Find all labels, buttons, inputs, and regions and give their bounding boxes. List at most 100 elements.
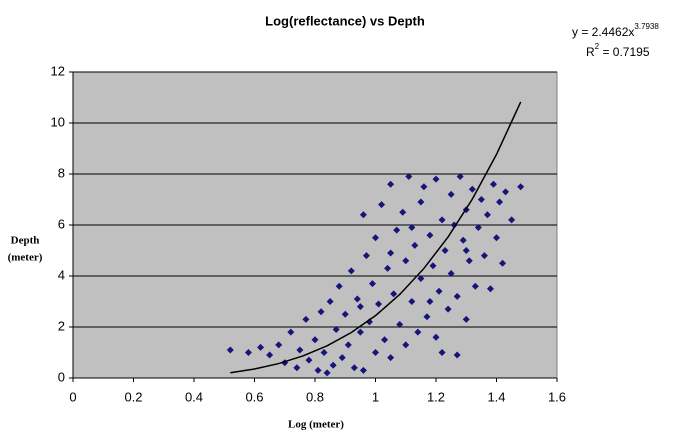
scatter-point xyxy=(359,211,367,219)
y-tick-label: 0 xyxy=(58,369,65,384)
scatter-point xyxy=(344,341,352,349)
scatter-point xyxy=(293,364,301,372)
scatter-point xyxy=(323,369,331,377)
scatter-point xyxy=(471,282,479,290)
scatter-point xyxy=(502,188,510,196)
scatter-point xyxy=(493,234,500,242)
scatter-point xyxy=(399,208,407,216)
scatter-point xyxy=(426,231,434,239)
scatter-point xyxy=(462,315,470,323)
scatter-point xyxy=(453,292,461,300)
equation-exponent: 3.7938 xyxy=(634,22,659,31)
r-squared: R2 = 0.7195 xyxy=(586,42,650,59)
scatter-point xyxy=(368,280,376,288)
scatter-point xyxy=(320,349,328,356)
y-tick-label: 6 xyxy=(58,216,65,231)
y-tick-label: 2 xyxy=(58,318,65,333)
scatter-point xyxy=(302,315,310,323)
chart-title: Log(reflectance) vs Depth xyxy=(265,13,425,28)
scatter-point xyxy=(420,183,428,191)
x-tick-label: 0.6 xyxy=(245,389,263,404)
scatter-point xyxy=(453,351,461,359)
scatter-point xyxy=(496,198,504,206)
x-tick-label: 0.4 xyxy=(185,389,203,404)
scatter-point xyxy=(387,354,395,362)
scatter-point xyxy=(444,305,452,313)
scatter-point xyxy=(414,328,422,336)
scatter-point xyxy=(359,366,367,374)
scatter-point xyxy=(356,328,364,336)
scatter-point xyxy=(432,175,440,183)
scatter-point xyxy=(335,282,343,290)
x-tick-label: 0.2 xyxy=(124,389,142,404)
scatter-point xyxy=(362,252,370,260)
scatter-point xyxy=(417,275,425,283)
scatter-point xyxy=(266,351,274,359)
scatter-point xyxy=(387,249,395,257)
scatter-point xyxy=(378,201,386,209)
scatter-point xyxy=(480,252,488,260)
scatter-point xyxy=(402,341,410,349)
scatter-point xyxy=(338,354,346,362)
scatter-point xyxy=(456,173,464,181)
r-sup: 2 xyxy=(595,42,600,51)
scatter-point xyxy=(447,190,455,198)
x-tick-label: 1.4 xyxy=(487,389,505,404)
scatter-point xyxy=(459,236,467,244)
scatter-point xyxy=(411,241,419,249)
r-rest: = 0.7195 xyxy=(599,45,650,59)
scatter-point xyxy=(474,224,482,232)
scatter-point xyxy=(468,185,476,193)
x-tick-label: 0.8 xyxy=(306,389,324,404)
trend-line xyxy=(230,101,522,374)
scatter-point xyxy=(356,303,364,311)
y-tick-label: 4 xyxy=(58,267,65,282)
scatter-point xyxy=(393,226,401,234)
scatter-point xyxy=(426,298,434,305)
scatter-point xyxy=(508,216,516,224)
scatter-point xyxy=(257,343,265,351)
scatter-point xyxy=(462,247,470,254)
scatter-point xyxy=(408,224,416,232)
scatter-point xyxy=(402,257,410,265)
scatter-point xyxy=(350,364,358,372)
scatter-point xyxy=(447,269,455,277)
y-tick-label: 8 xyxy=(58,165,65,180)
y-tick-label: 12 xyxy=(51,63,65,78)
scatter-point xyxy=(390,290,398,298)
scatter-point xyxy=(244,349,252,356)
scatter-point xyxy=(305,356,313,364)
scatter-point xyxy=(432,333,440,341)
scatter-point xyxy=(489,180,497,188)
scatter-point xyxy=(341,310,349,318)
scatter-point xyxy=(317,308,325,316)
scatter-point xyxy=(408,298,416,305)
scatter-point xyxy=(372,349,379,356)
equation-text: y = 2.4462x xyxy=(572,25,634,39)
scatter-point xyxy=(353,295,361,303)
scatter-point xyxy=(423,313,431,321)
scatter-point xyxy=(517,183,525,191)
scatter-point xyxy=(329,361,337,369)
scatter-point xyxy=(435,287,443,295)
scatter-point xyxy=(438,216,446,224)
x-tick-label: 1.6 xyxy=(548,389,566,404)
scatter-point xyxy=(275,341,283,349)
scatter-point xyxy=(477,196,485,203)
scatter-point xyxy=(314,366,322,374)
x-tick-label: 1 xyxy=(372,389,379,404)
x-axis-label: Log (meter) xyxy=(288,419,344,431)
scatter-point xyxy=(499,259,507,267)
scatter-point xyxy=(441,247,449,254)
scatter-point xyxy=(375,300,383,308)
scatter-point xyxy=(365,318,373,326)
trend-equation: y = 2.4462x3.7938 xyxy=(572,22,659,39)
scatter-point xyxy=(347,267,355,275)
scatter-point xyxy=(396,320,404,328)
y-axis-label: Depth xyxy=(11,235,40,247)
y-tick-label: 10 xyxy=(51,114,65,129)
scatter-point xyxy=(226,346,234,354)
scatter-point xyxy=(465,257,473,265)
scatter-point xyxy=(332,326,340,334)
